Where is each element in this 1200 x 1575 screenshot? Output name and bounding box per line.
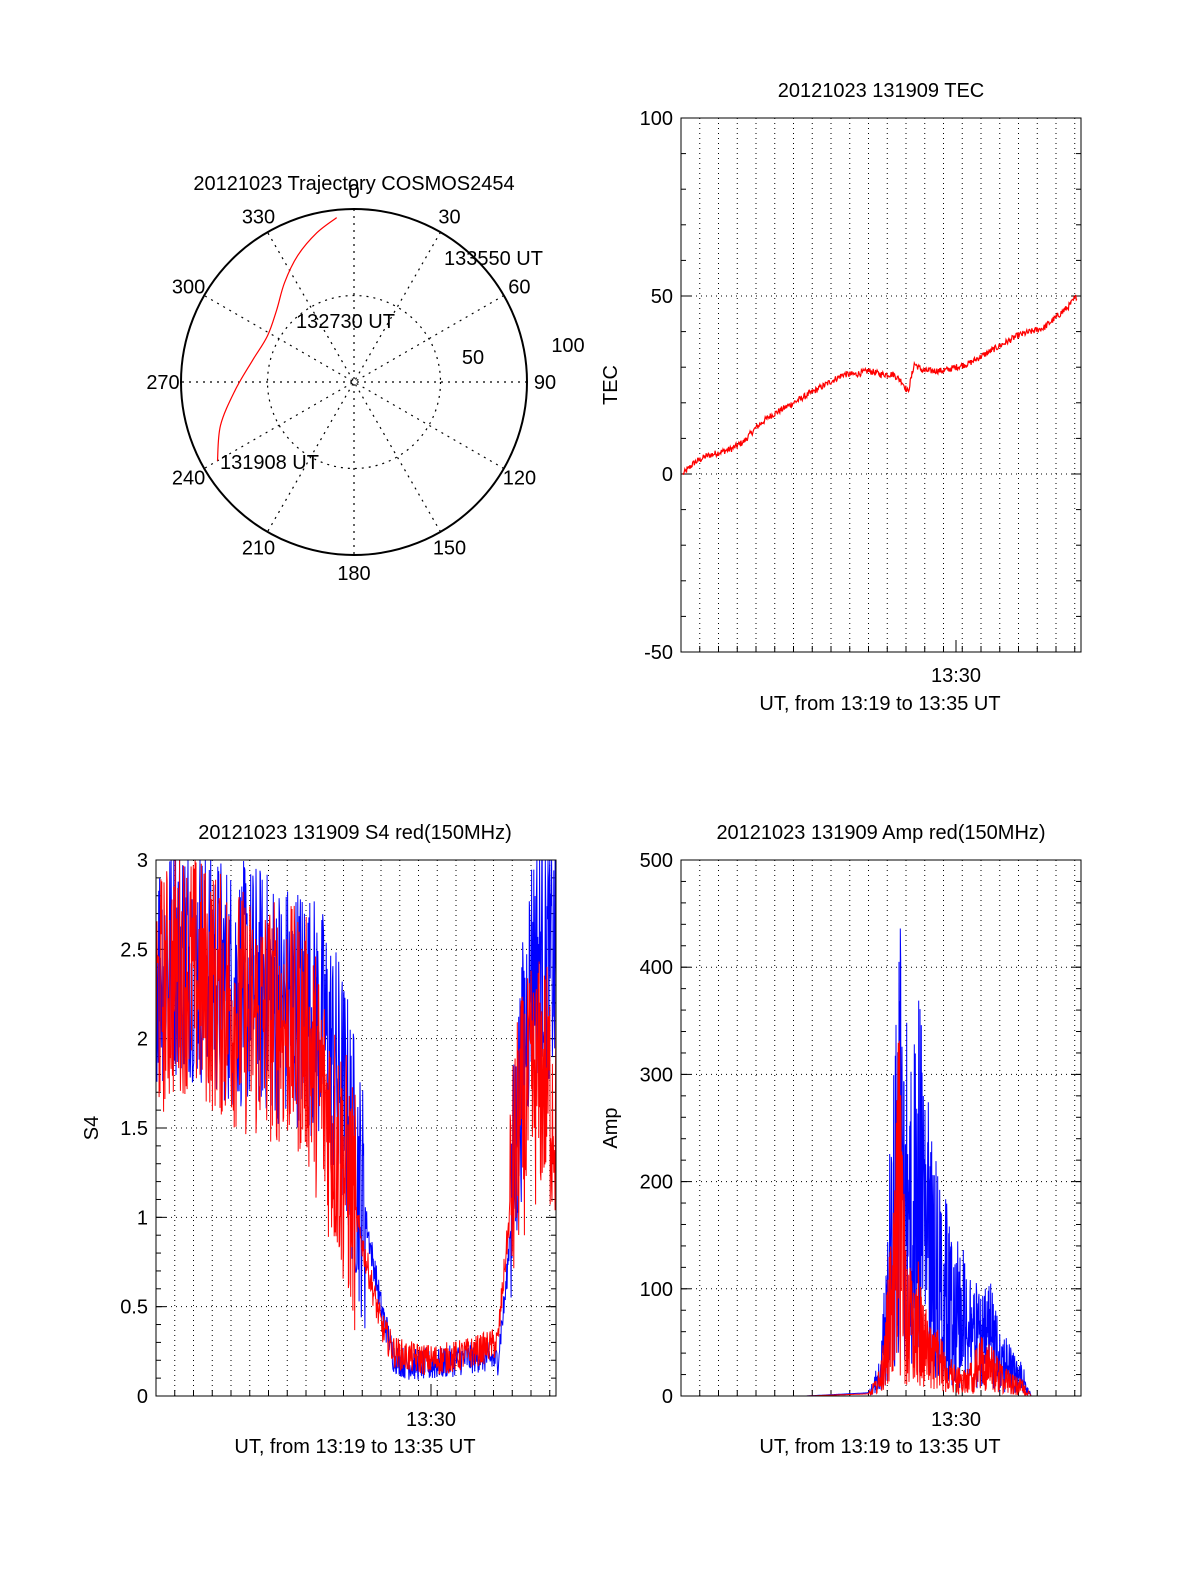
y-tick-label: 100 (640, 108, 673, 130)
polar-azimuth-label: 30 (438, 207, 460, 229)
s4-grid (156, 860, 556, 1396)
polar-title: 20121023 Trajectory COSMOS2454 (193, 173, 514, 195)
amp-blue-series-line (681, 928, 1081, 1397)
tec-ylabel: TEC (600, 365, 622, 405)
polar-radius-label-100: 100 (551, 335, 584, 357)
amp-title: 20121023 131909 Amp red(150MHz) (716, 822, 1045, 844)
y-tick-label: 0 (662, 464, 673, 486)
x-tick-label: 13:30 (406, 1409, 456, 1431)
amp-axes-frame (680, 859, 1082, 1397)
x-tick-label: 13:30 (931, 1409, 981, 1431)
amp-ylabel: Amp (600, 1107, 622, 1148)
s4-xlabel: UT, from 13:19 to 13:35 UT (234, 1436, 475, 1458)
polar-grid-spoke (266, 231, 442, 533)
polar-azimuth-label: 300 (172, 277, 205, 299)
trajectory-label-start: 131908 UT (220, 452, 319, 474)
y-tick-label: 2.5 (120, 939, 148, 961)
s4-chart: 20121023 131909 S4 red(150MHz) 0 0.5 1 1.5 2… (81, 822, 557, 1458)
polar-azimuth-label: 210 (242, 537, 275, 559)
amp-xlabel: UT, from 13:19 to 13:35 UT (759, 1436, 1000, 1458)
polar-azimuth-label: 90 (534, 372, 556, 394)
x-tick-label: 13:30 (931, 665, 981, 687)
polar-azimuth-label: 120 (503, 468, 536, 490)
amp-ticks: 0 100 200 300 400 500 13:30 (640, 850, 1081, 1431)
y-tick-label: -50 (644, 642, 673, 664)
polar-azimuth-labels: 0 30 60 90 120 150 180 210 240 270 300 330 (146, 181, 556, 585)
tec-grid (681, 118, 1081, 652)
y-tick-label: 300 (640, 1064, 673, 1086)
trajectory-label-mid: 132730 UT (296, 311, 395, 333)
y-tick-label: 200 (640, 1172, 673, 1194)
y-tick-label: 2 (137, 1029, 148, 1051)
polar-radius-label-50: 50 (462, 347, 484, 369)
y-tick-label: 0.5 (120, 1297, 148, 1319)
tec-axes-frame (680, 117, 1082, 653)
y-tick-label: 1 (137, 1207, 148, 1229)
tec-xlabel: UT, from 13:19 to 13:35 UT (759, 693, 1000, 715)
polar-azimuth-label: 330 (242, 207, 275, 229)
trajectory-label-end: 133550 UT (444, 248, 543, 270)
y-tick-label: 0 (662, 1386, 673, 1408)
polar-outer-circle (180, 208, 528, 556)
polar-grid (181, 209, 527, 555)
tec-chart: 20121023 131909 TEC -50 0 50 100 13:30 TEC U… (600, 80, 1082, 715)
polar-azimuth-label: 60 (508, 277, 530, 299)
polar-azimuth-label: 270 (146, 372, 179, 394)
polar-azimuth-label: 150 (433, 537, 466, 559)
polar-grid-spoke (203, 294, 505, 470)
y-tick-label: 1.5 (120, 1118, 148, 1140)
polar-azimuth-label: 0 (348, 181, 359, 203)
s4-red-series-line (155, 859, 557, 1375)
y-tick-label: 400 (640, 957, 673, 979)
polar-grid-spoke (266, 231, 442, 533)
polar-grid-ring (266, 294, 442, 470)
amp-red-series-line (681, 1040, 1081, 1397)
tec-series-line (682, 294, 1078, 475)
polar-azimuth-label: 240 (172, 468, 205, 490)
tec-ticks: -50 0 50 100 13:30 (640, 108, 1081, 687)
y-tick-label: 3 (137, 850, 148, 872)
s4-title: 20121023 131909 S4 red(150MHz) (198, 822, 512, 844)
y-tick-label: 0 (137, 1386, 148, 1408)
y-tick-label: 100 (640, 1279, 673, 1301)
polar-azimuth-label: 180 (337, 563, 370, 585)
s4-ylabel: S4 (81, 1116, 103, 1140)
s4-axes-frame (155, 859, 557, 1397)
amp-chart: 20121023 131909 Amp red(150MHz) 0 100 200 3… (600, 822, 1082, 1458)
amp-grid (681, 860, 1081, 1396)
y-tick-label: 500 (640, 850, 673, 872)
polar-grid-spoke (203, 294, 505, 470)
trajectory-line (216, 217, 338, 461)
polar-trajectory-chart: 20121023 Trajectory COSMOS2454 0 30 60 90 12… (146, 173, 584, 585)
y-tick-label: 50 (651, 286, 673, 308)
tec-title: 20121023 131909 TEC (778, 80, 984, 102)
